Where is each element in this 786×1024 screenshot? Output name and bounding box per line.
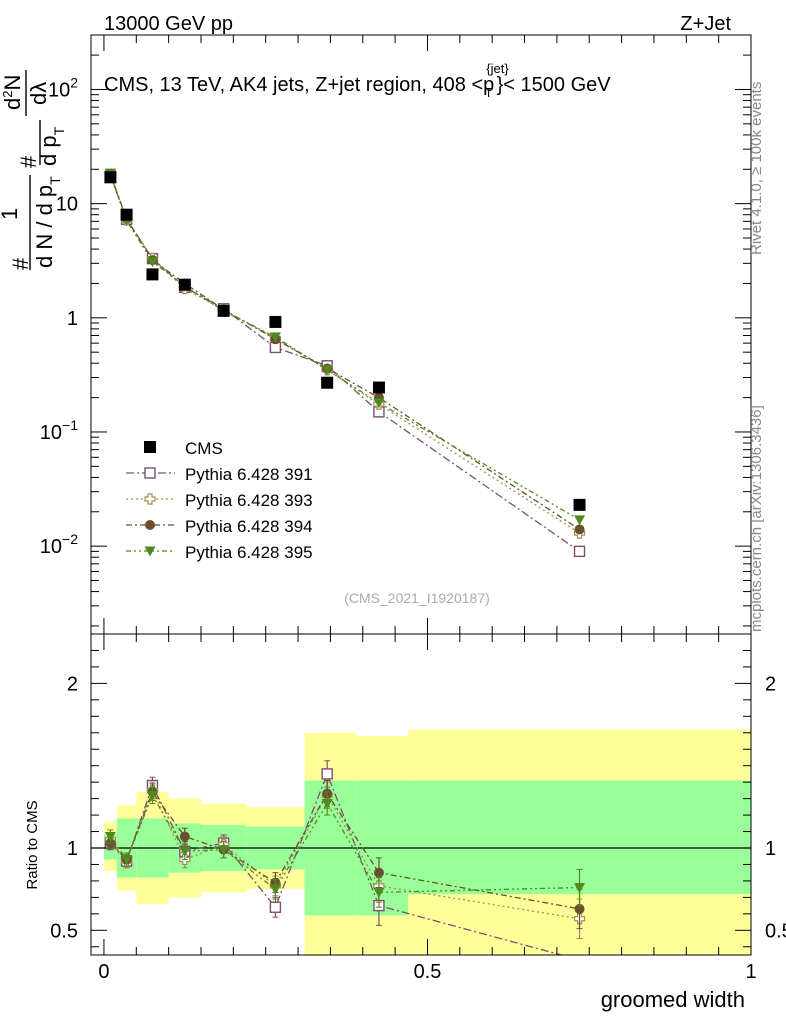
svg-text:d2N: d2N <box>0 75 25 110</box>
legend-label-s395: Pythia 6.428 395 <box>185 543 313 562</box>
series-line-s394 <box>109 174 580 531</box>
point-cms <box>269 315 282 328</box>
ratio-y-tick-labels: 0.5 0.5 1 1 2 2 <box>50 673 786 942</box>
point-cms <box>321 376 334 389</box>
y-tick-label: 0.5 <box>50 920 78 942</box>
ratio-point-s395 <box>269 884 281 895</box>
point-cms <box>178 278 191 291</box>
ratio-point-s395 <box>121 855 133 866</box>
y-tick-label: 2 <box>67 673 78 695</box>
svg-text:#: # <box>16 155 41 168</box>
legend-marker-s394 <box>145 520 155 530</box>
y-tick-label-right: 0.5 <box>765 920 786 942</box>
ratio-point-s395 <box>179 846 191 857</box>
ratio-point-s394 <box>574 903 585 914</box>
ratio-point-s394 <box>179 831 190 842</box>
legend-label-s394: Pythia 6.428 394 <box>185 517 313 536</box>
svg-text:1: 1 <box>0 208 22 220</box>
y-tick-label: 10−2 <box>40 531 78 558</box>
legend-label-s393: Pythia 6.428 393 <box>185 491 313 510</box>
ratio-axis-ticks <box>91 634 752 955</box>
legend-label-cms: CMS <box>185 439 223 458</box>
x-tick-label: 0 <box>98 961 109 983</box>
point-cms <box>217 304 230 317</box>
ratio-point-s395 <box>321 799 333 810</box>
series-line-s391 <box>109 175 580 552</box>
ratio-point-s395 <box>218 845 230 856</box>
legend-marker-s391 <box>144 467 156 479</box>
ratio-line-s391 <box>109 772 564 955</box>
point-cms <box>372 381 385 394</box>
ratio-point-s391 <box>269 901 282 913</box>
plot-title: CMS, 13 TeV, AK4 jets, Z+jet region, 408… <box>104 61 611 100</box>
ratio-point-s395 <box>574 883 586 894</box>
svg-text:#: # <box>8 257 33 270</box>
x-tick-label: 1 <box>745 961 756 983</box>
svg-text:d N / d pT: d N / d pT <box>32 176 63 268</box>
legend: CMS Pythia 6.428 391 Pythia 6.428 393 Pythi… <box>126 439 313 562</box>
point-s391 <box>573 545 586 558</box>
y-tick-label: 10 <box>56 194 78 216</box>
main-y-axis-label: # 1 d N / d pT # d pT d2N dλ <box>0 70 67 270</box>
y-tick-label: 102 <box>48 74 78 101</box>
point-s395 <box>269 332 281 343</box>
y-tick-label: 1 <box>67 838 78 860</box>
mcplots-label: mcplots.cern.ch [arXiv:1306.3436] <box>748 405 765 632</box>
point-cms <box>120 208 133 221</box>
ratio-point-s391 <box>321 768 333 780</box>
rivet-version-label: Rivet 4.1.0, ≥ 100k events <box>748 82 765 255</box>
main-y-tick-labels: 10−2 10−1 1 10 102 <box>40 74 78 558</box>
point-s395 <box>321 365 333 376</box>
ratio-point-s395 <box>373 887 385 898</box>
ratio-bands <box>103 729 751 955</box>
ratio-panel: 0.50.51122 00.51 <box>50 633 786 983</box>
x-tick-labels: 0 0.5 1 <box>98 961 756 983</box>
ratio-point-s395 <box>146 790 158 801</box>
analysis-watermark: (CMS_2021_I1920187) <box>344 590 490 606</box>
x-tick-label: 0.5 <box>414 961 442 983</box>
point-s395 <box>574 515 586 526</box>
point-cms <box>573 498 586 511</box>
series-line-s393 <box>109 174 580 534</box>
main-axis-ticks <box>91 34 752 634</box>
x-axis-label: groomed width <box>601 987 745 1012</box>
ratio-series <box>104 760 586 955</box>
ratio-point-s395 <box>104 831 116 842</box>
point-s394 <box>574 524 585 535</box>
legend-label-s391: Pythia 6.428 391 <box>185 465 313 484</box>
main-series <box>104 168 586 558</box>
point-s395 <box>146 257 158 268</box>
main-panel: 10−2 10−1 1 10 102 CMS, 13 TeV, AK4 jets, Z+… <box>40 34 752 635</box>
ratio-y-axis-label: Ratio to CMS <box>24 800 41 889</box>
y-tick-label-right: 1 <box>765 838 776 860</box>
svg-text:dλ: dλ <box>26 82 51 105</box>
legend-marker-s393 <box>144 493 156 505</box>
ratio-point-s394 <box>373 867 384 878</box>
header-right: Z+Jet <box>680 13 731 35</box>
point-cms <box>146 268 159 281</box>
legend-marker-cms <box>144 441 156 453</box>
header-left: 13000 GeV pp <box>104 13 233 35</box>
series-line-s395 <box>109 172 580 521</box>
point-s395 <box>373 398 385 409</box>
y-tick-label-right: 2 <box>765 673 776 695</box>
point-cms <box>104 171 117 184</box>
y-tick-label: 10−1 <box>40 417 78 444</box>
ratio-frame <box>90 633 752 956</box>
legend-marker-s395 <box>144 546 156 557</box>
y-tick-label: 1 <box>67 308 78 330</box>
